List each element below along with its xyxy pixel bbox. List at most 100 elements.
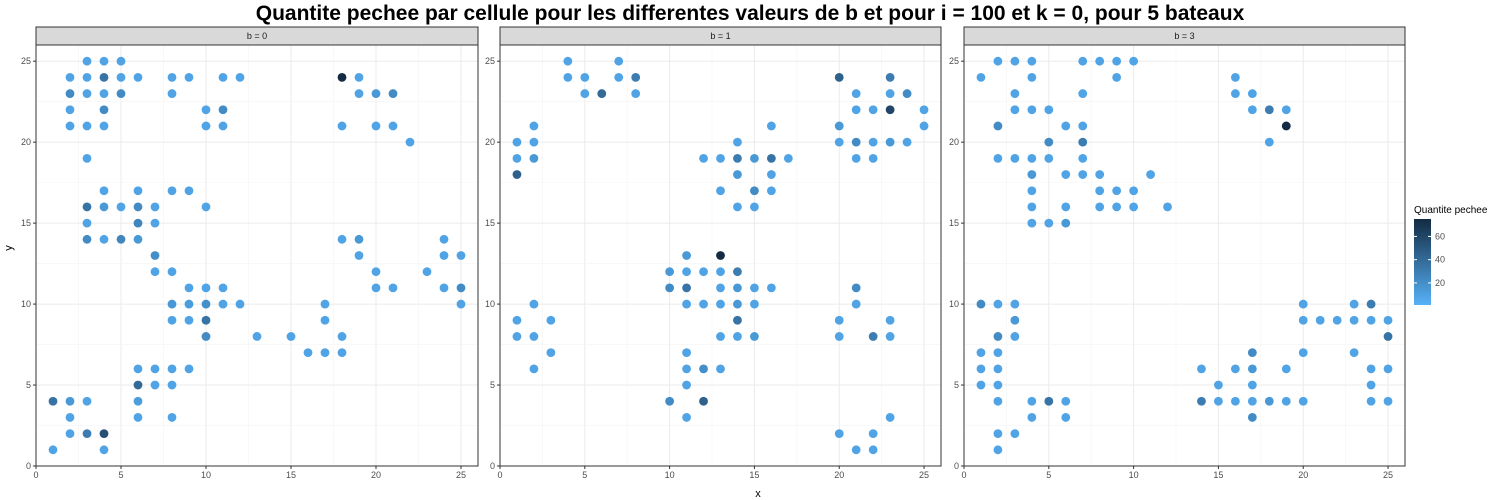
data-point bbox=[512, 332, 522, 341]
data-point bbox=[354, 234, 364, 244]
data-point bbox=[65, 429, 75, 439]
data-points bbox=[48, 56, 466, 455]
data-point bbox=[851, 105, 861, 115]
data-point bbox=[456, 251, 466, 260]
data-point bbox=[1129, 56, 1139, 66]
data-point bbox=[976, 364, 986, 374]
data-point bbox=[1366, 315, 1376, 325]
data-point bbox=[1027, 72, 1037, 82]
data-point bbox=[834, 315, 844, 325]
data-point bbox=[48, 396, 58, 406]
data-point bbox=[512, 315, 522, 325]
data-point bbox=[1214, 380, 1223, 390]
legend-tick-label: 20 bbox=[1435, 278, 1445, 288]
data-point bbox=[82, 202, 92, 212]
data-point bbox=[597, 89, 607, 98]
x-tick-label: 5 bbox=[582, 470, 587, 480]
data-point bbox=[682, 267, 691, 277]
x-axis-title: x bbox=[755, 488, 761, 500]
data-point bbox=[750, 153, 759, 163]
data-point bbox=[1061, 413, 1071, 422]
data-point bbox=[218, 121, 228, 131]
data-point bbox=[82, 218, 92, 228]
y-tick-label: 20 bbox=[21, 137, 31, 147]
y-tick-label: 10 bbox=[485, 299, 495, 309]
data-point bbox=[99, 234, 109, 244]
data-point bbox=[529, 121, 539, 131]
facet-strip-label: b = 0 bbox=[247, 31, 267, 41]
data-point bbox=[133, 202, 143, 212]
data-point bbox=[1010, 429, 1020, 439]
data-point bbox=[1044, 218, 1054, 228]
data-point bbox=[337, 72, 347, 82]
data-point bbox=[99, 429, 109, 439]
data-point bbox=[1112, 186, 1122, 196]
y-tick-label: 0 bbox=[490, 461, 495, 471]
data-point bbox=[303, 348, 313, 358]
data-point bbox=[868, 445, 878, 455]
data-point bbox=[976, 348, 986, 358]
data-point bbox=[529, 153, 539, 163]
data-point bbox=[733, 332, 742, 341]
data-point bbox=[1264, 396, 1274, 406]
data-point bbox=[1281, 396, 1291, 406]
data-point bbox=[1247, 348, 1257, 358]
panel-background bbox=[964, 45, 1405, 466]
data-point bbox=[1281, 121, 1291, 131]
x-tick-label: 20 bbox=[834, 470, 844, 480]
data-point bbox=[1078, 170, 1088, 179]
data-point bbox=[750, 202, 759, 212]
data-point bbox=[1366, 364, 1376, 374]
data-point bbox=[546, 315, 556, 325]
data-point bbox=[116, 234, 126, 244]
data-point bbox=[1027, 105, 1037, 115]
data-point bbox=[993, 299, 1003, 309]
data-point bbox=[235, 72, 245, 82]
color-legend: Quantite pechee 20 40 60 bbox=[1414, 205, 1488, 305]
data-point bbox=[716, 283, 725, 293]
data-point bbox=[1146, 170, 1155, 179]
data-point bbox=[167, 315, 177, 325]
data-point bbox=[150, 380, 160, 390]
x-tick-label: 25 bbox=[1383, 470, 1393, 480]
data-point bbox=[885, 72, 895, 82]
data-point bbox=[1112, 72, 1122, 82]
data-point bbox=[580, 89, 590, 98]
data-point bbox=[1197, 396, 1206, 406]
data-point bbox=[529, 332, 539, 341]
panel-border bbox=[35, 44, 479, 467]
data-point bbox=[218, 283, 228, 293]
data-point bbox=[993, 56, 1003, 66]
data-point bbox=[65, 396, 75, 406]
data-point bbox=[82, 429, 92, 439]
data-point bbox=[868, 429, 878, 439]
x-tick-label: 0 bbox=[33, 470, 38, 480]
data-point bbox=[1061, 202, 1071, 212]
data-point bbox=[167, 299, 177, 309]
data-point bbox=[733, 299, 742, 309]
x-tick-label: 0 bbox=[961, 470, 966, 480]
data-point bbox=[1230, 89, 1240, 98]
data-point bbox=[716, 251, 725, 260]
data-point bbox=[766, 170, 776, 179]
data-point bbox=[851, 299, 861, 309]
data-point bbox=[388, 89, 398, 98]
data-point bbox=[1366, 380, 1376, 390]
data-point bbox=[993, 364, 1003, 374]
data-point bbox=[919, 105, 929, 115]
data-point bbox=[201, 283, 211, 293]
data-point bbox=[1044, 396, 1054, 406]
data-point bbox=[885, 137, 895, 147]
data-point bbox=[682, 348, 691, 358]
data-point bbox=[1298, 315, 1308, 325]
data-point bbox=[167, 89, 177, 98]
data-point bbox=[320, 348, 330, 358]
legend-tick-label: 60 bbox=[1435, 231, 1445, 241]
data-point bbox=[1315, 315, 1325, 325]
data-point bbox=[1298, 348, 1308, 358]
data-point bbox=[99, 202, 109, 212]
data-point bbox=[371, 267, 381, 277]
data-point bbox=[851, 137, 861, 147]
data-point bbox=[1061, 170, 1071, 179]
data-point bbox=[1044, 105, 1054, 115]
